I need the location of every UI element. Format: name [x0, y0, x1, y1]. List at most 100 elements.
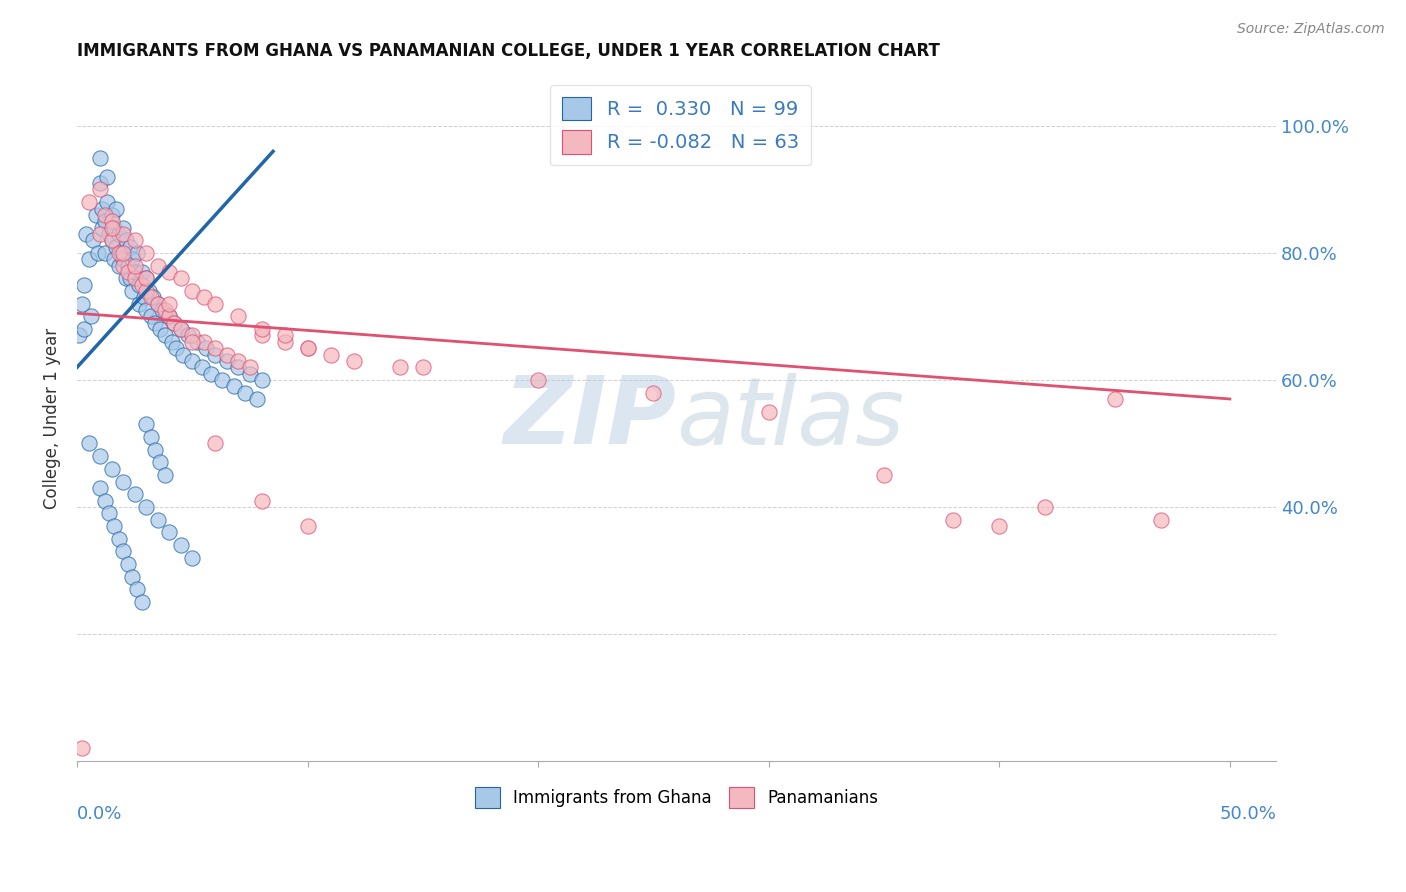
Text: atlas: atlas	[676, 373, 905, 464]
Point	[204, 297, 226, 311]
Point	[120, 271, 142, 285]
Point	[873, 468, 896, 483]
Point	[190, 360, 212, 375]
Point	[100, 233, 122, 247]
Point	[103, 220, 125, 235]
Point	[149, 322, 172, 336]
Point	[758, 405, 780, 419]
Point	[157, 310, 180, 324]
Point	[112, 475, 135, 489]
Point	[100, 462, 122, 476]
Point	[142, 290, 165, 304]
Point	[988, 519, 1011, 533]
Point	[157, 310, 180, 324]
Point	[117, 259, 139, 273]
Point	[89, 227, 111, 241]
Point	[135, 271, 157, 285]
Point	[105, 239, 128, 253]
Point	[89, 449, 111, 463]
Point	[195, 341, 218, 355]
Point	[124, 487, 146, 501]
Point	[98, 227, 121, 241]
Point	[145, 316, 167, 330]
Point	[135, 284, 157, 298]
Point	[67, 328, 90, 343]
Point	[139, 290, 162, 304]
Point	[153, 328, 176, 343]
Point	[110, 246, 132, 260]
Point	[100, 220, 122, 235]
Point	[87, 246, 110, 260]
Point	[124, 233, 146, 247]
Point	[157, 525, 180, 540]
Point	[100, 208, 122, 222]
Point	[91, 220, 114, 235]
Point	[96, 169, 118, 184]
Point	[163, 316, 186, 330]
Point	[89, 151, 111, 165]
Point	[94, 208, 117, 222]
Point	[139, 430, 162, 444]
Point	[250, 493, 273, 508]
Point	[172, 347, 194, 361]
Point	[942, 513, 965, 527]
Point	[128, 297, 150, 311]
Point	[114, 233, 136, 247]
Point	[84, 208, 107, 222]
Text: 50.0%: 50.0%	[1219, 805, 1277, 823]
Point	[125, 582, 148, 597]
Point	[94, 246, 117, 260]
Point	[131, 595, 153, 609]
Point	[160, 334, 183, 349]
Point	[319, 347, 342, 361]
Point	[388, 360, 411, 375]
Point	[77, 195, 100, 210]
Point	[146, 259, 169, 273]
Point	[75, 227, 97, 241]
Point	[89, 481, 111, 495]
Point	[73, 322, 96, 336]
Point	[112, 227, 135, 241]
Point	[1035, 500, 1057, 514]
Point	[77, 436, 100, 450]
Text: 0.0%: 0.0%	[77, 805, 122, 823]
Point	[146, 297, 169, 311]
Point	[181, 334, 204, 349]
Point	[107, 246, 129, 260]
Point	[124, 259, 146, 273]
Point	[77, 252, 100, 267]
Point	[135, 417, 157, 432]
Point	[343, 354, 366, 368]
Point	[181, 328, 204, 343]
Point	[200, 367, 222, 381]
Point	[153, 303, 176, 318]
Point	[527, 373, 550, 387]
Point	[96, 195, 118, 210]
Point	[273, 334, 295, 349]
Point	[246, 392, 269, 406]
Point	[135, 246, 157, 260]
Point	[157, 297, 180, 311]
Point	[103, 519, 125, 533]
Point	[94, 493, 117, 508]
Point	[186, 334, 208, 349]
Point	[105, 202, 128, 216]
Point	[121, 252, 143, 267]
Point	[153, 468, 176, 483]
Point	[107, 532, 129, 546]
Point	[121, 284, 143, 298]
Point	[1104, 392, 1126, 406]
Legend: Immigrants from Ghana, Panamanians: Immigrants from Ghana, Panamanians	[468, 780, 884, 814]
Point	[107, 259, 129, 273]
Point	[204, 341, 226, 355]
Point	[239, 360, 262, 375]
Point	[204, 436, 226, 450]
Point	[193, 290, 215, 304]
Point	[228, 310, 250, 324]
Point	[100, 214, 122, 228]
Point	[181, 284, 204, 298]
Point	[297, 341, 319, 355]
Point	[100, 233, 122, 247]
Point	[112, 259, 135, 273]
Point	[170, 271, 193, 285]
